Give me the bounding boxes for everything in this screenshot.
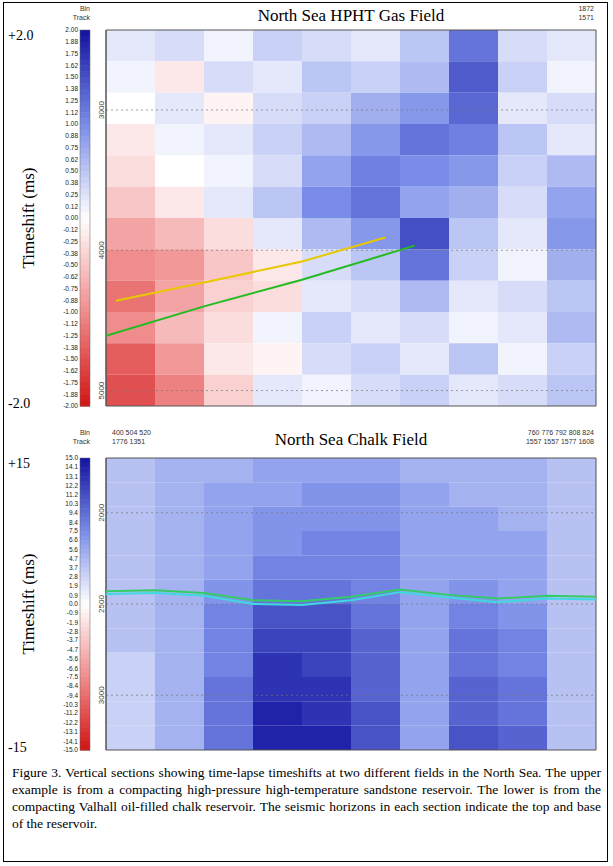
svg-text:-15.0: -15.0 <box>63 746 78 753</box>
svg-text:1.9: 1.9 <box>69 582 78 589</box>
svg-text:5.6: 5.6 <box>69 546 78 553</box>
svg-text:-0.12: -0.12 <box>63 226 78 233</box>
svg-text:-2.00: -2.00 <box>63 402 78 409</box>
html-text:North Sea Chalk Field: North Sea Chalk Field <box>274 430 428 449</box>
svg-text:12.2: 12.2 <box>65 482 78 489</box>
svg-text:0.00: 0.00 <box>65 214 78 221</box>
svg-text:-0.9: -0.9 <box>67 609 79 616</box>
svg-text:-1.62: -1.62 <box>63 367 78 374</box>
svg-text:1.88: 1.88 <box>65 38 78 45</box>
svg-text:1.25: 1.25 <box>65 97 78 104</box>
svg-text:0.0: 0.0 <box>69 600 78 607</box>
html-text:Bin: Bin <box>79 429 90 436</box>
svg-text:3000: 3000 <box>97 101 106 119</box>
svg-text:13.1: 13.1 <box>65 473 78 480</box>
svg-text:-0.88: -0.88 <box>63 297 78 304</box>
svg-text:1.75: 1.75 <box>65 50 78 57</box>
html-text:Track: Track <box>72 14 90 21</box>
svg-text:-1.88: -1.88 <box>63 391 78 398</box>
svg-text:1.62: 1.62 <box>65 62 78 69</box>
svg-text:+15: +15 <box>8 456 30 471</box>
svg-text:1.38: 1.38 <box>65 85 78 92</box>
svg-text:3000: 3000 <box>97 686 106 704</box>
html-text:760 776 792 808 824: 760 776 792 808 824 <box>527 429 594 436</box>
svg-text:4.7: 4.7 <box>69 555 78 562</box>
svg-text:-0.62: -0.62 <box>63 273 78 280</box>
svg-text:15.0: 15.0 <box>65 454 78 461</box>
svg-text:+2.0: +2.0 <box>8 28 33 43</box>
svg-text:-7.5: -7.5 <box>67 673 79 680</box>
svg-text:Timeshift (ms): Timeshift (ms) <box>19 554 38 655</box>
svg-text:-13.1: -13.1 <box>63 728 78 735</box>
svg-text:-0.50: -0.50 <box>63 261 78 268</box>
svg-text:-14.1: -14.1 <box>63 738 78 745</box>
svg-text:9.4: 9.4 <box>69 509 78 516</box>
svg-text:8.4: 8.4 <box>69 519 78 526</box>
svg-text:-8.4: -8.4 <box>67 682 79 689</box>
svg-text:-0.38: -0.38 <box>63 250 78 257</box>
html-text:North Sea HPHT Gas Field: North Sea HPHT Gas Field <box>257 6 445 25</box>
svg-text:-1.75: -1.75 <box>63 379 78 386</box>
svg-text:14.1: 14.1 <box>65 463 78 470</box>
svg-text:2000: 2000 <box>97 503 106 521</box>
svg-text:-12.2: -12.2 <box>63 719 78 726</box>
svg-text:-0.25: -0.25 <box>63 238 78 245</box>
svg-text:0.88: 0.88 <box>65 132 78 139</box>
svg-text:0.12: 0.12 <box>65 203 78 210</box>
svg-text:-0.75: -0.75 <box>63 285 78 292</box>
svg-text:-4.7: -4.7 <box>67 646 79 653</box>
html-text:1557 1557 1577 1608: 1557 1557 1577 1608 <box>525 438 594 445</box>
svg-text:-1.38: -1.38 <box>63 344 78 351</box>
svg-text:-2.8: -2.8 <box>67 628 79 635</box>
html-text:1776 1351: 1776 1351 <box>112 438 146 445</box>
svg-text:-1.9: -1.9 <box>67 619 79 626</box>
svg-text:1.12: 1.12 <box>65 109 78 116</box>
html-text:400 504 520: 400 504 520 <box>112 429 151 436</box>
svg-text:-1.50: -1.50 <box>63 355 78 362</box>
svg-text:0.62: 0.62 <box>65 156 78 163</box>
svg-text:6.6: 6.6 <box>69 536 78 543</box>
svg-text:-9.4: -9.4 <box>67 692 79 699</box>
svg-text:0.9: 0.9 <box>69 592 78 599</box>
svg-text:2500: 2500 <box>97 595 106 613</box>
svg-text:2.8: 2.8 <box>69 573 78 580</box>
svg-text:0.75: 0.75 <box>65 144 78 151</box>
svg-text:0.38: 0.38 <box>65 179 78 186</box>
svg-text:Timeshift (ms): Timeshift (ms) <box>19 168 38 269</box>
svg-text:-3.7: -3.7 <box>67 636 79 643</box>
html-text:1872: 1872 <box>578 5 594 12</box>
svg-text:-1.12: -1.12 <box>63 320 78 327</box>
svg-text:1.50: 1.50 <box>65 73 78 80</box>
html-text:Bin: Bin <box>79 5 90 12</box>
svg-text:-2.0: -2.0 <box>8 396 30 411</box>
html-text:Track: Track <box>72 438 90 445</box>
svg-text:10.3: 10.3 <box>65 500 78 507</box>
svg-text:11.2: 11.2 <box>66 491 79 498</box>
svg-text:0.25: 0.25 <box>65 191 78 198</box>
svg-text:2.00: 2.00 <box>65 26 78 33</box>
svg-text:-10.3: -10.3 <box>63 701 78 708</box>
svg-text:-15: -15 <box>8 740 27 755</box>
html-text:Figure 3. Vertical sections sh: Figure 3. Vertical sections showing time… <box>12 765 601 831</box>
svg-text:-5.6: -5.6 <box>67 655 79 662</box>
svg-text:-11.2: -11.2 <box>64 709 79 716</box>
svg-text:5000: 5000 <box>97 381 106 399</box>
svg-text:3.7: 3.7 <box>69 564 78 571</box>
svg-text:7.5: 7.5 <box>69 527 78 534</box>
svg-text:1.00: 1.00 <box>65 120 78 127</box>
svg-text:0.50: 0.50 <box>65 167 78 174</box>
svg-text:-6.6: -6.6 <box>67 665 79 672</box>
svg-text:-1.25: -1.25 <box>63 332 78 339</box>
svg-text:4000: 4000 <box>97 241 106 259</box>
svg-text:-1.00: -1.00 <box>63 308 78 315</box>
html-text:1571: 1571 <box>578 14 594 21</box>
